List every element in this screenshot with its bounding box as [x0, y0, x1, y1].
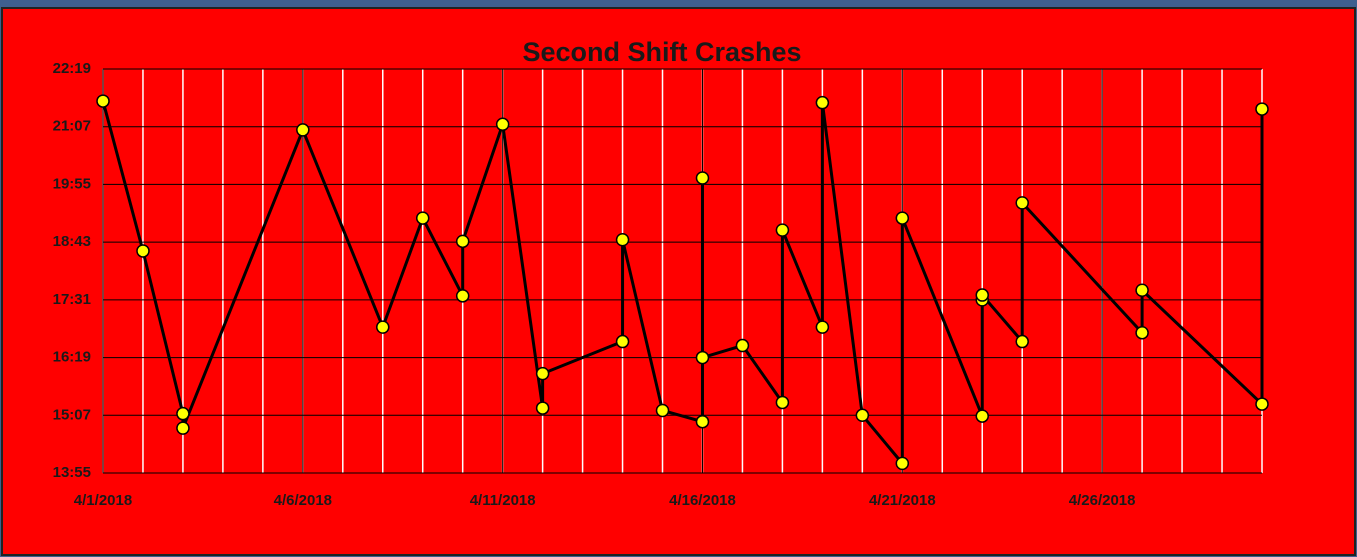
- x-tick-label: 4/26/2018: [1069, 492, 1136, 509]
- data-point: [136, 244, 150, 258]
- data-point: [695, 350, 710, 365]
- y-tick-label: 19:55: [53, 175, 91, 192]
- y-tick-label: 21:07: [53, 118, 91, 135]
- data-point: [96, 94, 110, 108]
- data-point: [815, 95, 830, 110]
- background: [1, 7, 1356, 556]
- data-point: [1015, 334, 1029, 349]
- data-point: [1255, 102, 1269, 116]
- data-point: [176, 406, 190, 421]
- data-point: [455, 289, 470, 303]
- data-point: [1015, 196, 1029, 210]
- data-point: [655, 403, 670, 418]
- data-point: [296, 123, 310, 137]
- data-point: [615, 334, 630, 349]
- data-point: [455, 234, 470, 249]
- data-point: [775, 395, 790, 410]
- data-point: [775, 223, 790, 237]
- data-point: [615, 232, 630, 247]
- y-tick-label: 18:43: [53, 233, 91, 250]
- y-tick-label: 13:55: [53, 464, 91, 481]
- data-point: [495, 117, 510, 132]
- x-tick-label: 4/6/2018: [274, 492, 332, 509]
- data-point: [376, 320, 390, 334]
- data-point: [695, 414, 710, 429]
- data-point: [535, 401, 550, 415]
- x-tick-label: 4/1/2018: [74, 492, 132, 509]
- data-point: [975, 409, 989, 423]
- x-tick-label: 4/11/2018: [470, 492, 536, 509]
- data-point: [695, 171, 710, 185]
- y-tick-label: 17:31: [53, 291, 91, 308]
- data-point: [895, 211, 910, 225]
- chart-title: Second Shift Crashes: [522, 37, 801, 67]
- data-point: [176, 421, 190, 435]
- data-point: [1255, 397, 1269, 411]
- data-point: [1135, 325, 1149, 340]
- data-point: [895, 456, 910, 471]
- data-point: [975, 288, 989, 302]
- y-tick-label: 15:07: [53, 406, 91, 423]
- y-tick-label: 22:19: [53, 60, 91, 77]
- data-point: [535, 366, 550, 381]
- x-tick-label: 4/16/2018: [669, 492, 736, 509]
- data-point: [415, 211, 430, 225]
- data-point: [735, 338, 750, 353]
- data-point: [815, 320, 830, 334]
- y-tick-label: 16:19: [53, 349, 91, 366]
- data-point: [1135, 283, 1149, 297]
- x-tick-label: 4/21/2018: [869, 492, 936, 509]
- data-point: [855, 408, 870, 423]
